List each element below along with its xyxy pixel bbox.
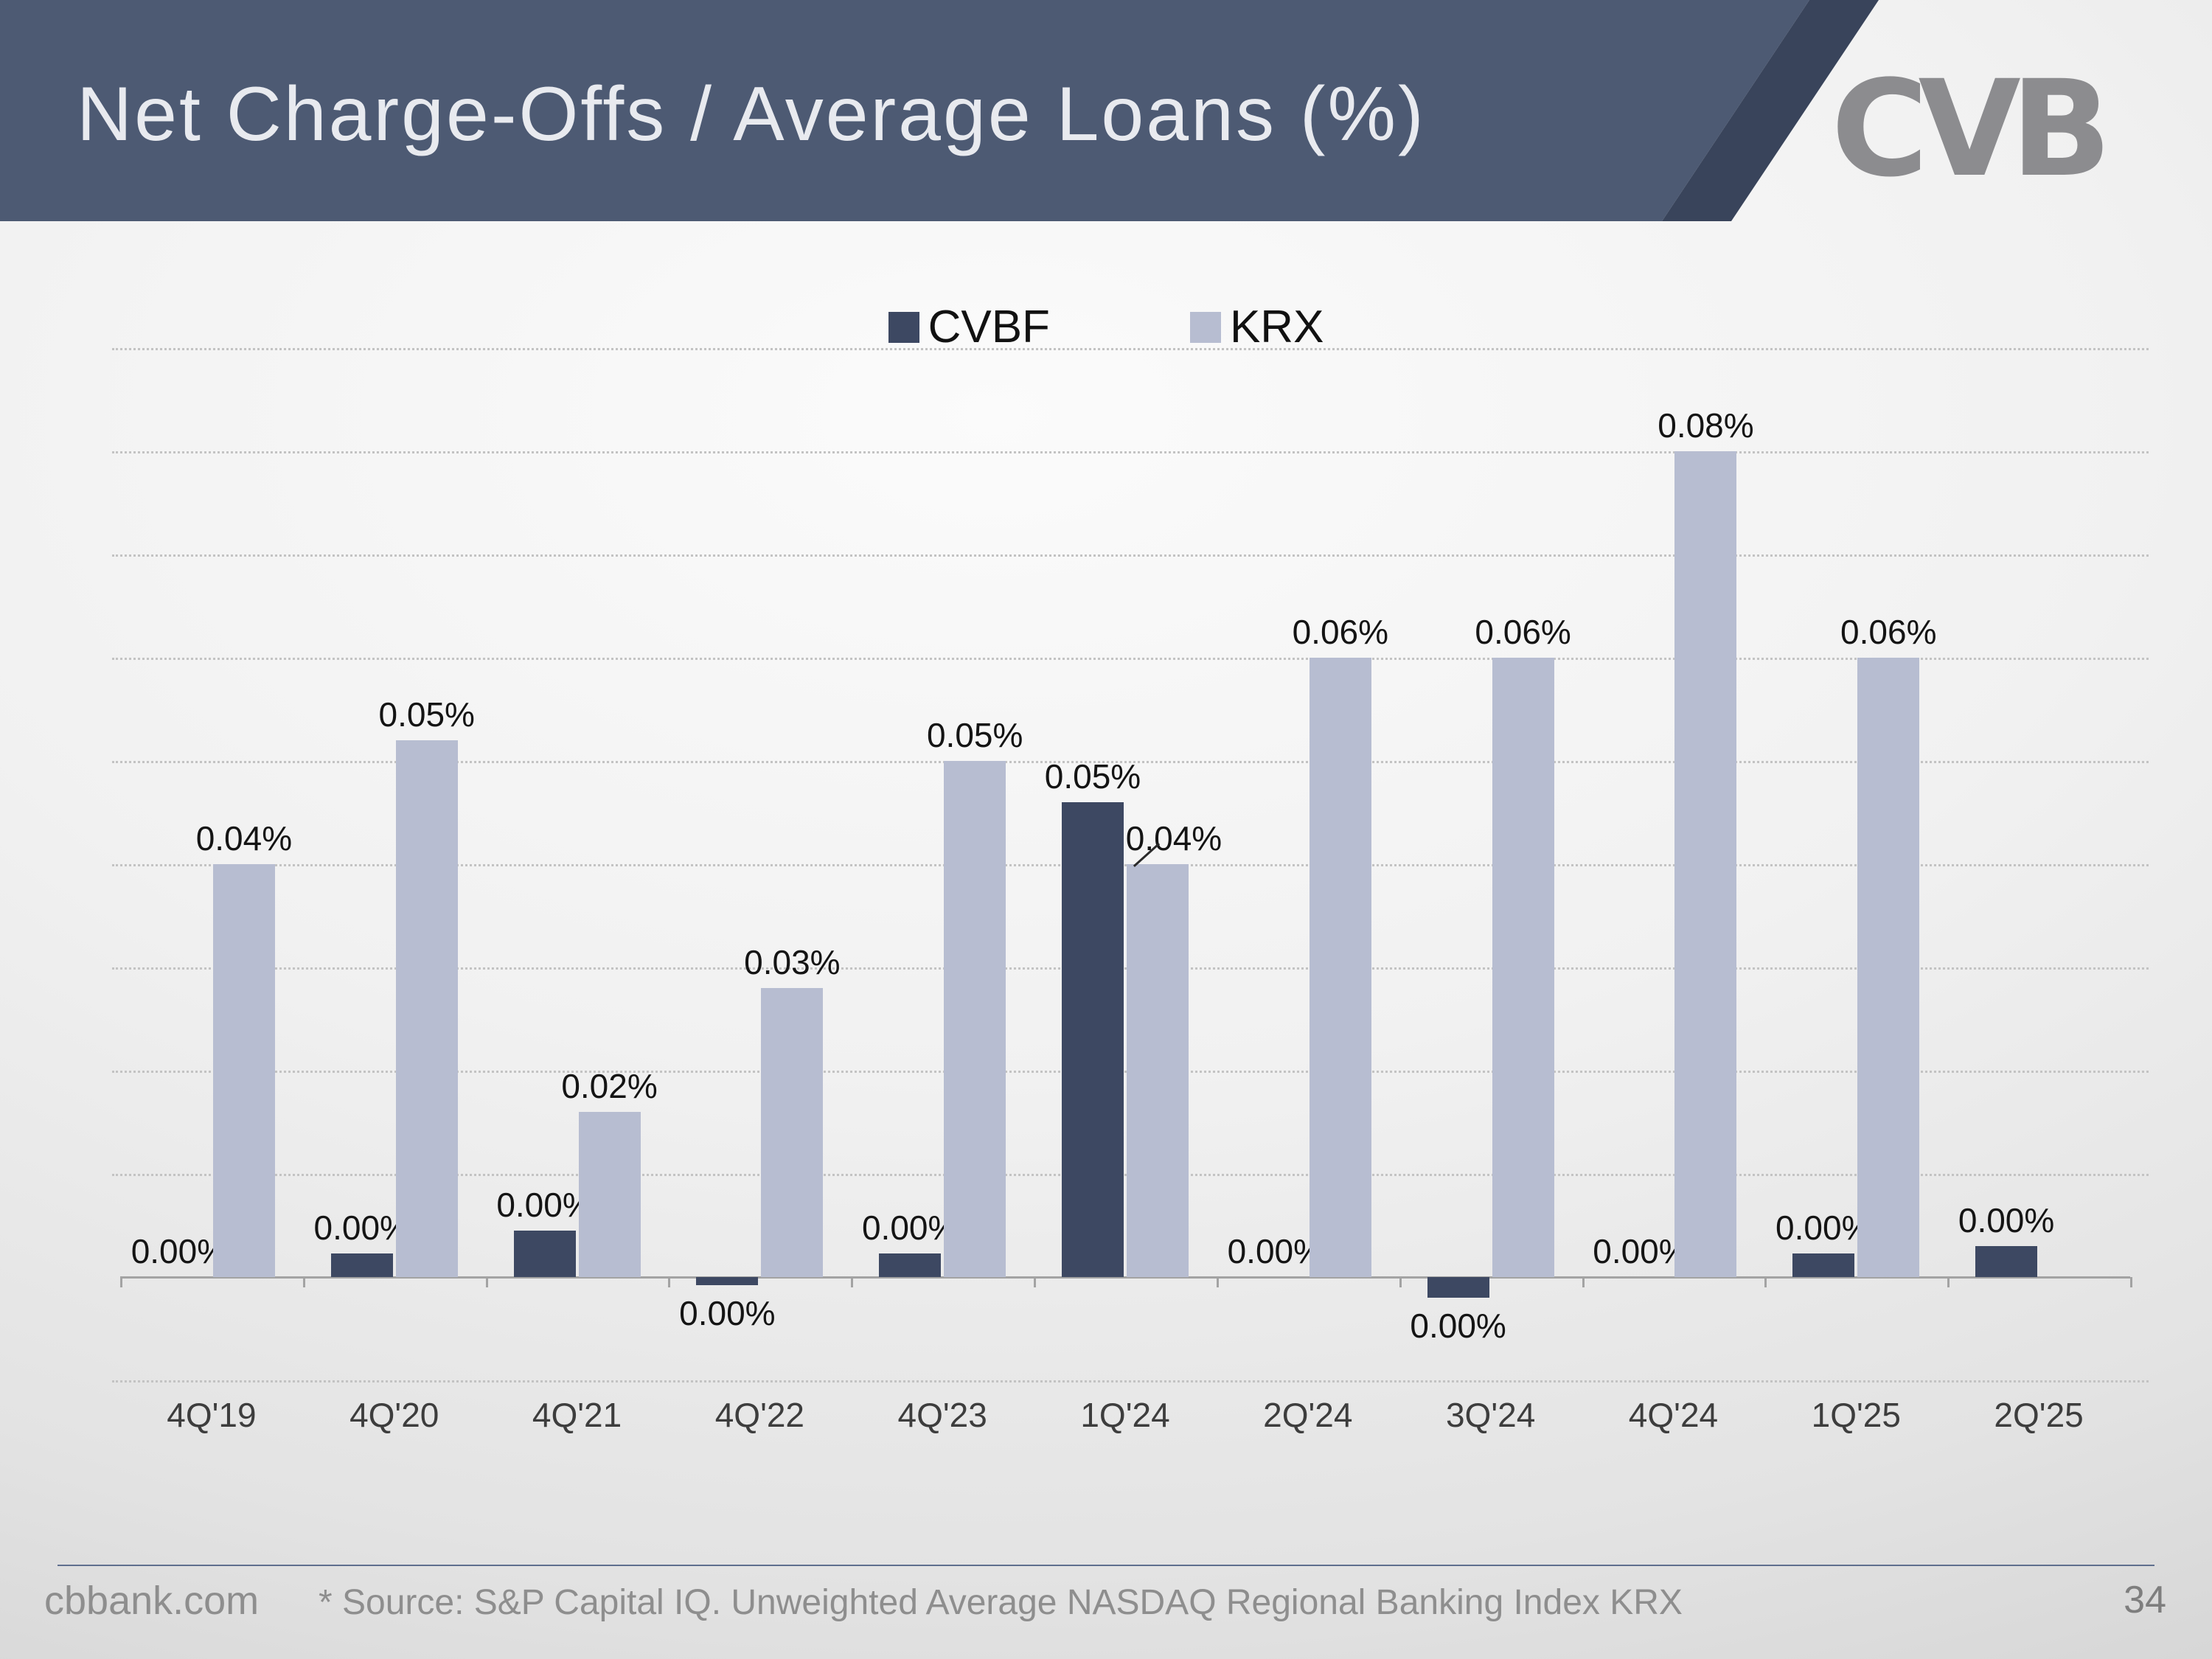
data-label-krx-4: 0.05% xyxy=(926,716,1023,754)
bar-krx-8 xyxy=(1674,451,1737,1277)
category-label: 2Q'25 xyxy=(1994,1396,2084,1434)
legend-swatch-cvbf xyxy=(888,311,919,343)
data-label-krx-9: 0.06% xyxy=(1840,613,1937,651)
category-label: 3Q'24 xyxy=(1445,1396,1536,1434)
bar-krx-2 xyxy=(578,1112,641,1277)
legend: CVBF KRX xyxy=(0,301,2212,353)
category-label: 1Q'25 xyxy=(1811,1396,1901,1434)
x-axis-tick xyxy=(120,1277,122,1287)
footer-website: cbbank.com xyxy=(44,1579,260,1623)
data-label-cvbf-0: 0.00% xyxy=(131,1232,228,1270)
bar-cvbf-9 xyxy=(1792,1253,1855,1277)
category-label: 1Q'24 xyxy=(1080,1396,1170,1434)
bar-cvbf-10 xyxy=(1975,1246,2038,1277)
x-axis-tick xyxy=(302,1277,305,1287)
x-axis-tick xyxy=(1582,1277,1585,1287)
data-label-cvbf-8: 0.00% xyxy=(1593,1232,1689,1270)
bar-krx-5 xyxy=(1127,864,1189,1277)
category-label: 4Q'21 xyxy=(532,1396,622,1434)
data-label-krx-5: 0.04% xyxy=(1125,819,1222,858)
x-axis-tick xyxy=(485,1277,488,1287)
bar-krx-1 xyxy=(395,740,458,1277)
data-label-cvbf-10: 0.00% xyxy=(1958,1201,2055,1239)
x-axis-tick xyxy=(851,1277,854,1287)
bar-krx-0 xyxy=(212,864,275,1277)
data-label-cvbf-2: 0.00% xyxy=(496,1186,593,1224)
data-label-cvbf-9: 0.00% xyxy=(1775,1208,1872,1247)
data-label-krx-7: 0.06% xyxy=(1475,613,1571,651)
footer-divider xyxy=(58,1565,2154,1566)
data-label-cvbf-4: 0.00% xyxy=(861,1208,959,1247)
legend-label-krx: KRX xyxy=(1229,302,1324,352)
data-label-krx-3: 0.03% xyxy=(744,943,841,981)
bar-krx-9 xyxy=(1857,658,1920,1277)
gridline xyxy=(112,761,2149,763)
data-label-krx-8: 0.08% xyxy=(1658,406,1754,445)
category-label: 4Q'19 xyxy=(167,1396,257,1434)
category-label: 4Q'24 xyxy=(1628,1396,1719,1434)
x-axis-tick xyxy=(1764,1277,1767,1287)
data-label-cvbf-5: 0.05% xyxy=(1044,757,1141,796)
x-axis-tick xyxy=(1216,1277,1219,1287)
x-axis-tick xyxy=(668,1277,671,1287)
bar-cvbf-5 xyxy=(1062,802,1124,1277)
page-number: 34 xyxy=(2124,1579,2166,1621)
bar-krx-4 xyxy=(944,761,1006,1277)
data-label-krx-1: 0.05% xyxy=(378,695,475,734)
x-axis-tick xyxy=(1034,1277,1037,1287)
header-banner xyxy=(0,0,1809,221)
gridline xyxy=(112,658,2149,660)
legend-item-krx: KRX xyxy=(1189,301,1324,353)
category-label: 4Q'23 xyxy=(897,1396,987,1434)
bar-krx-3 xyxy=(761,988,824,1277)
bar-cvbf-4 xyxy=(879,1253,942,1277)
x-axis-tick xyxy=(1399,1277,1402,1287)
legend-label-cvbf: CVBF xyxy=(928,302,1050,352)
x-axis-line xyxy=(120,1276,2130,1279)
data-label-krx-6: 0.06% xyxy=(1292,613,1389,651)
data-label-cvbf-1: 0.00% xyxy=(313,1208,410,1247)
bar-cvbf-3 xyxy=(696,1277,759,1286)
bar-cvbf-1 xyxy=(330,1253,393,1277)
cvb-logo: CVB xyxy=(1831,52,2112,206)
legend-item-cvbf: CVBF xyxy=(888,301,1050,353)
category-label: 4Q'20 xyxy=(349,1396,439,1434)
data-label-krx-0: 0.04% xyxy=(195,819,293,858)
data-label-krx-2: 0.02% xyxy=(561,1067,658,1105)
footer-source-note: * Source: S&P Capital IQ. Unweighted Ave… xyxy=(319,1583,1683,1622)
gridline xyxy=(112,348,2149,350)
x-axis-tick xyxy=(2130,1277,2132,1287)
category-label: 4Q'22 xyxy=(714,1396,805,1434)
gridline xyxy=(112,451,2149,453)
x-axis-tick xyxy=(1947,1277,1950,1287)
legend-swatch-krx xyxy=(1189,311,1221,343)
gridline xyxy=(112,554,2149,557)
data-label-cvbf-6: 0.00% xyxy=(1227,1232,1324,1270)
bar-cvbf-7 xyxy=(1427,1277,1489,1298)
bar-krx-7 xyxy=(1492,658,1554,1277)
page-title: Net Charge-Offs / Average Loans (%) xyxy=(77,72,1426,157)
bar-cvbf-2 xyxy=(513,1231,576,1277)
gridline xyxy=(112,1380,2149,1382)
bar-krx-6 xyxy=(1309,658,1371,1277)
data-label-cvbf-7: 0.00% xyxy=(1410,1307,1506,1345)
category-label: 2Q'24 xyxy=(1263,1396,1353,1434)
data-label-cvbf-3: 0.00% xyxy=(679,1294,776,1333)
